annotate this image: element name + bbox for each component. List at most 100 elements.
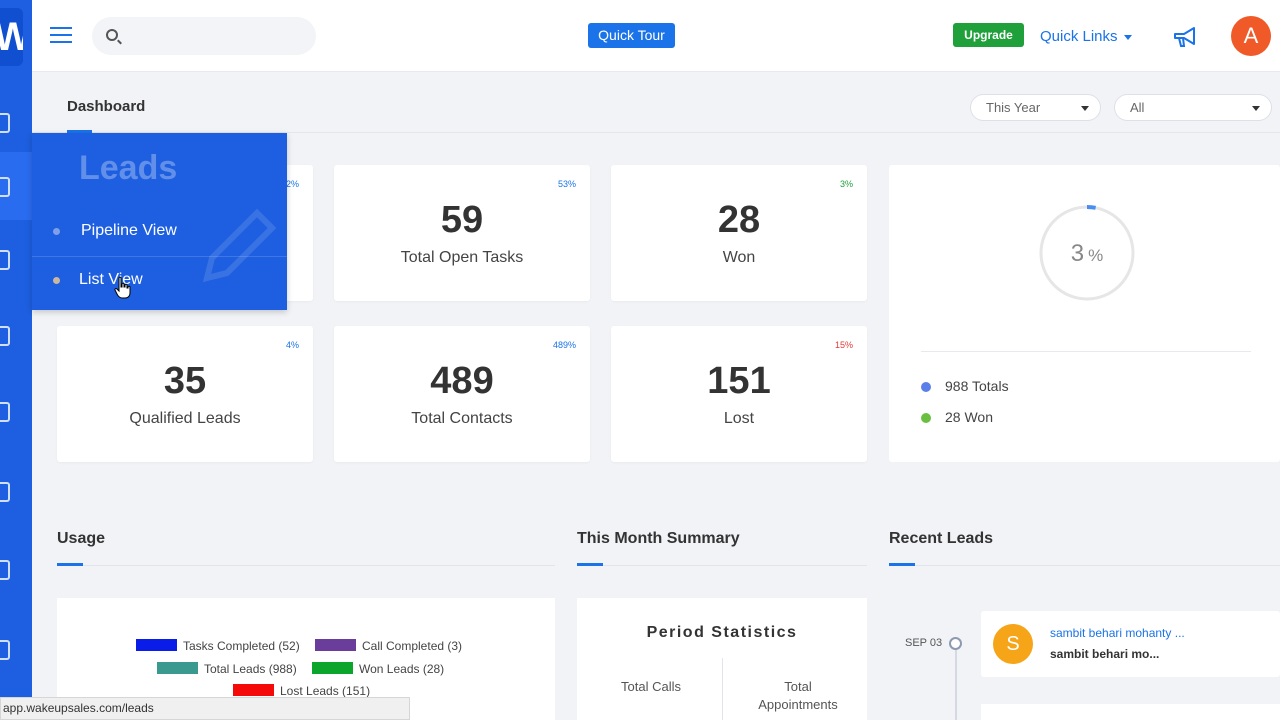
- legend-label: Total Leads (988): [204, 662, 297, 676]
- timeline-date: SEP 03: [905, 637, 943, 649]
- period-filter-value: This Year: [986, 100, 1041, 115]
- sidebar-active-highlight: [0, 152, 32, 220]
- stat-value: 489: [430, 360, 494, 402]
- legend-label: Tasks Completed (52): [183, 639, 300, 653]
- lead-subtitle: sambit behari mo...: [1050, 647, 1160, 661]
- stat-label: Lost: [723, 410, 755, 427]
- total-calls-label: Total Calls: [621, 679, 681, 694]
- gauge-value: 3%: [1037, 240, 1137, 268]
- stat-card-qualified-leads[interactable]: 4% 35 Qualified Leads: [57, 326, 313, 462]
- chevron-down-icon: [1123, 34, 1132, 40]
- total-appointments-line1: Total: [784, 679, 812, 694]
- quick-links-label: Quick Links: [1040, 28, 1118, 45]
- search-box[interactable]: [92, 17, 316, 55]
- chevron-down-icon: [1252, 106, 1260, 111]
- sidebar: W: [0, 0, 32, 720]
- recent-lead-item[interactable]: [981, 704, 1280, 720]
- legend-label: Won Leads (28): [359, 662, 445, 676]
- total-appointments-label: Total Appointments: [739, 678, 857, 714]
- flyout-item-pipeline-view[interactable]: Pipeline View: [32, 208, 287, 256]
- usage-legend-item[interactable]: Total Leads (988): [157, 662, 297, 676]
- flyout-title: Leads: [79, 149, 178, 187]
- scope-filter-value: All: [1130, 100, 1145, 115]
- usage-heading: Usage: [57, 530, 106, 547]
- search-icon: [106, 29, 118, 41]
- flyout-item-list-view[interactable]: List View: [32, 257, 287, 305]
- sidebar-calendar-icon[interactable]: [0, 113, 10, 133]
- sidebar-reports-icon[interactable]: [0, 402, 10, 422]
- lead-avatar: S: [993, 624, 1033, 664]
- summary-heading-underline: [577, 563, 603, 566]
- sidebar-users-icon[interactable]: [0, 560, 10, 580]
- legend-label: Lost Leads (151): [280, 684, 371, 698]
- timeline-dot: [949, 637, 962, 650]
- legend-label: 28 Won: [945, 409, 993, 425]
- recent-leads-heading: Recent Leads: [889, 530, 994, 547]
- sidebar-leads-icon[interactable]: [0, 177, 10, 197]
- page-title: Dashboard: [67, 98, 146, 115]
- legend-swatch: [136, 639, 177, 651]
- recent-lead-item[interactable]: S sambit behari mohanty ... sambit behar…: [981, 611, 1280, 677]
- stat-value: 28: [717, 199, 761, 241]
- usage-legend-item[interactable]: Call Completed (3): [315, 639, 462, 653]
- sidebar-settings-icon[interactable]: [0, 640, 10, 660]
- gauge-unit: %: [1088, 246, 1104, 265]
- legend-swatch: [312, 662, 353, 674]
- stat-percent: 53%: [557, 179, 576, 189]
- legend-totals: 988 Totals: [921, 378, 1009, 394]
- pencil-icon: [202, 208, 277, 283]
- summary-heading: This Month Summary: [577, 530, 740, 547]
- stat-card-won[interactable]: 3% 28 Won: [611, 165, 867, 301]
- sidebar-documents-icon[interactable]: [0, 482, 10, 502]
- usage-heading-line: [57, 565, 555, 566]
- usage-legend-item[interactable]: Lost Leads (151): [233, 684, 370, 698]
- stat-card-open-tasks[interactable]: 53% 59 Total Open Tasks: [334, 165, 590, 301]
- stat-label: Total Contacts: [411, 410, 513, 427]
- menu-toggle-icon[interactable]: [50, 27, 72, 45]
- total-appointments-line2: Appointments: [758, 697, 838, 712]
- recent-leads-heading-underline: [889, 563, 915, 566]
- sidebar-deals-icon[interactable]: [0, 250, 10, 270]
- legend-swatch: [315, 639, 356, 651]
- stat-card-lost[interactable]: 15% 151 Lost: [611, 326, 867, 462]
- search-input[interactable]: [128, 17, 308, 55]
- legend-label: 988 Totals: [945, 378, 1009, 394]
- legend-dot: [921, 382, 931, 392]
- chevron-down-icon: [1081, 106, 1089, 111]
- gauge-progress-arc: [1039, 205, 1135, 301]
- usage-legend-item[interactable]: Won Leads (28): [312, 662, 444, 676]
- stat-card-total-contacts[interactable]: 489% 489 Total Contacts: [334, 326, 590, 462]
- stat-percent: 489%: [552, 340, 576, 350]
- recent-leads-heading-line: [889, 565, 1280, 566]
- stats-separator: [722, 658, 723, 720]
- sidebar-contacts-icon[interactable]: [0, 326, 10, 346]
- win-rate-gauge: 3%: [1037, 203, 1137, 303]
- flyout-item-label: List View: [79, 271, 143, 288]
- upgrade-button[interactable]: Upgrade: [953, 23, 1024, 47]
- browser-status-bar: app.wakeupsales.com/leads: [0, 697, 410, 720]
- stat-value: 59: [440, 199, 484, 241]
- header-divider: [32, 132, 1280, 133]
- scope-filter-select[interactable]: All: [1114, 94, 1272, 121]
- lead-name-link[interactable]: sambit behari mohanty ...: [1050, 626, 1185, 640]
- flyout-item-label: Pipeline View: [81, 222, 177, 239]
- user-avatar[interactable]: A: [1231, 16, 1271, 56]
- hand-pointer-icon: [114, 276, 131, 299]
- usage-legend-item[interactable]: Tasks Completed (52): [136, 639, 300, 653]
- stat-percent: 4%: [285, 340, 299, 350]
- period-filter-select[interactable]: This Year: [970, 94, 1101, 121]
- usage-chart-panel: Tasks Completed (52) Call Completed (3) …: [57, 598, 555, 720]
- app-logo[interactable]: W: [0, 8, 23, 66]
- win-rate-card: 3% 988 Totals 28 Won: [889, 165, 1280, 462]
- announcements-icon[interactable]: [1172, 26, 1198, 48]
- quick-tour-button[interactable]: Quick Tour: [588, 23, 675, 48]
- stat-percent: 15%: [834, 340, 853, 350]
- stat-label: Qualified Leads: [129, 410, 241, 427]
- timeline-line: [955, 649, 957, 720]
- stat-label: Won: [722, 249, 756, 266]
- legend-label: Call Completed (3): [362, 639, 463, 653]
- quick-links-dropdown[interactable]: Quick Links: [1040, 28, 1132, 45]
- summary-heading-line: [577, 565, 867, 566]
- legend-swatch: [233, 684, 274, 696]
- title-underline: [67, 130, 92, 133]
